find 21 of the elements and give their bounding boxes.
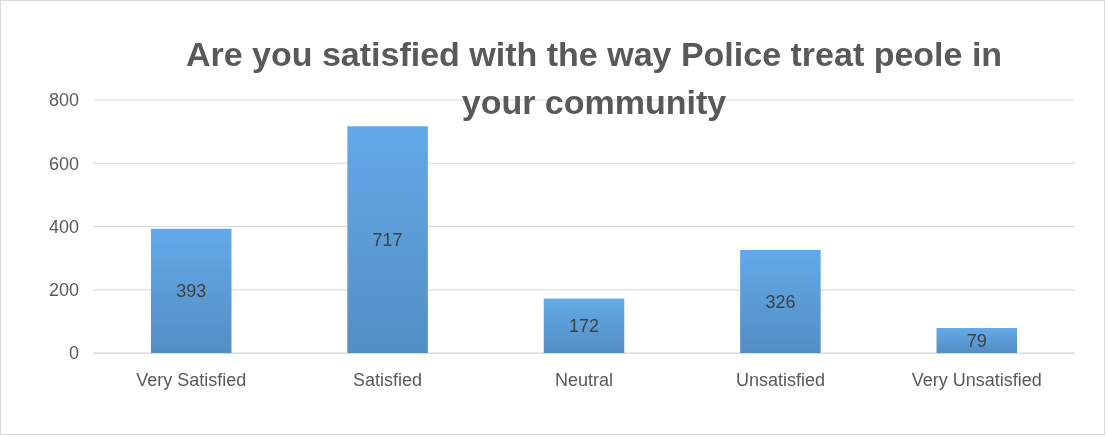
y-tick-label: 200 (48, 280, 79, 301)
y-tick-label: 400 (48, 216, 79, 237)
x-tick-label: Neutral (554, 369, 614, 390)
bar (740, 249, 821, 353)
y-tick-label: 800 (48, 90, 79, 111)
data-label: 172 (568, 316, 600, 337)
chart-title: Are you satisfied with the way Police treat peole in your community (185, 35, 1003, 121)
x-tick-label: Unsatisfied (735, 369, 825, 390)
data-label: 79 (966, 330, 987, 351)
x-tick-label: Satisfied (353, 369, 423, 390)
bar (936, 328, 1018, 353)
bar (347, 126, 428, 353)
data-label: 717 (372, 229, 403, 250)
bar (543, 298, 625, 353)
y-tick-label: 0 (68, 343, 79, 364)
data-label: 326 (765, 291, 796, 312)
bar (150, 228, 232, 353)
data-label: 393 (176, 281, 207, 302)
x-tick-label: Very Unsatisfied (911, 369, 1042, 390)
y-tick-label: 600 (48, 153, 79, 174)
x-tick-label: Very Satisfied (136, 369, 247, 390)
